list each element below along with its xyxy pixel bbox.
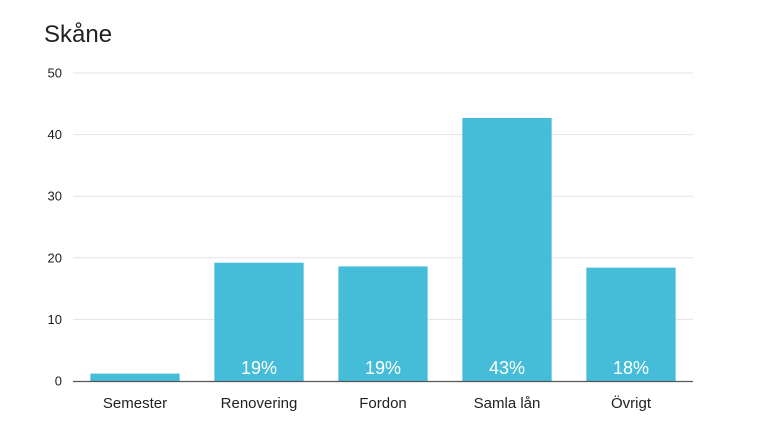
x-tick-label: Övrigt (611, 394, 652, 412)
data-label: 18% (613, 358, 649, 378)
y-tick-label: 30 (48, 189, 62, 204)
x-tick-label: Semester (103, 395, 167, 412)
bar (90, 373, 180, 381)
y-tick-label: 20 (48, 250, 62, 265)
y-axis-ticks: 0 10 20 30 40 50 (48, 66, 62, 389)
data-label: 19% (365, 358, 401, 378)
y-tick-label: 0 (55, 374, 62, 389)
chart-title: Skåne (44, 21, 112, 48)
data-label: 43% (489, 358, 525, 378)
bar (586, 267, 676, 381)
data-labels: 19% 19% 43% 18% (241, 358, 649, 378)
x-tick-label: Renovering (221, 395, 298, 412)
y-tick-label: 50 (48, 66, 62, 81)
bar (338, 266, 428, 381)
x-tick-label: Samla lån (474, 395, 541, 412)
y-tick-label: 40 (48, 127, 62, 142)
x-tick-label: Fordon (359, 395, 407, 412)
bar (214, 262, 304, 381)
x-axis-ticks: Semester Renovering Fordon Samla lån Övrigt (103, 394, 652, 412)
bar (462, 117, 552, 381)
y-tick-label: 10 (48, 312, 62, 327)
bars (90, 117, 676, 381)
data-label: 19% (241, 358, 277, 378)
